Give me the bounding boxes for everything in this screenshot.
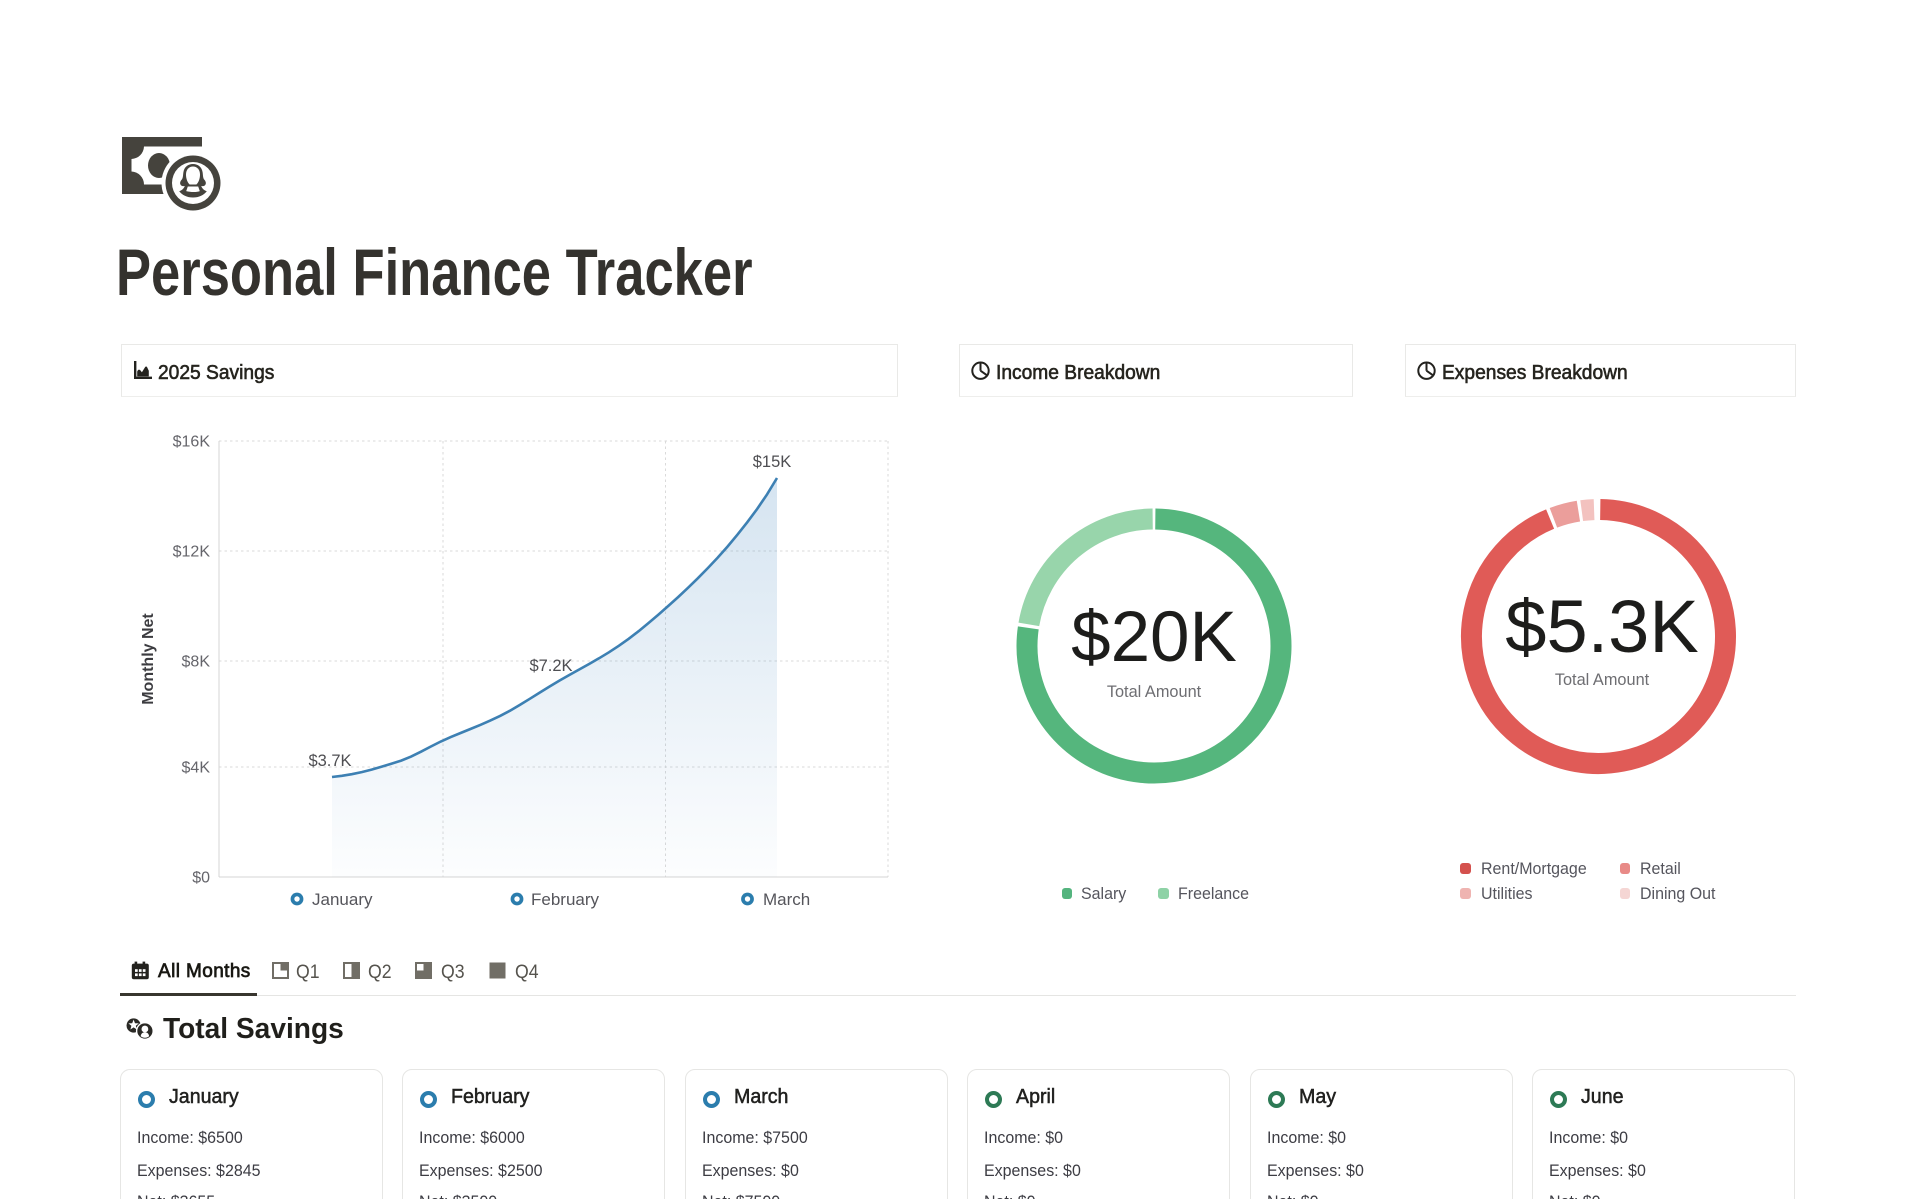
svg-text:January: January [312,890,373,909]
svg-text:March: March [763,890,810,909]
svg-text:$12K: $12K [173,544,211,561]
svg-text:$0: $0 [192,870,210,887]
svg-text:$8K: $8K [182,654,211,671]
svg-text:Monthly Net: Monthly Net [140,613,157,705]
svg-text:$7.2K: $7.2K [529,657,572,675]
svg-text:February: February [531,890,600,909]
svg-text:$3.7K: $3.7K [308,752,351,770]
svg-text:$4K: $4K [182,760,211,777]
svg-text:$16K: $16K [173,434,211,451]
svg-text:$15K: $15K [753,453,792,471]
